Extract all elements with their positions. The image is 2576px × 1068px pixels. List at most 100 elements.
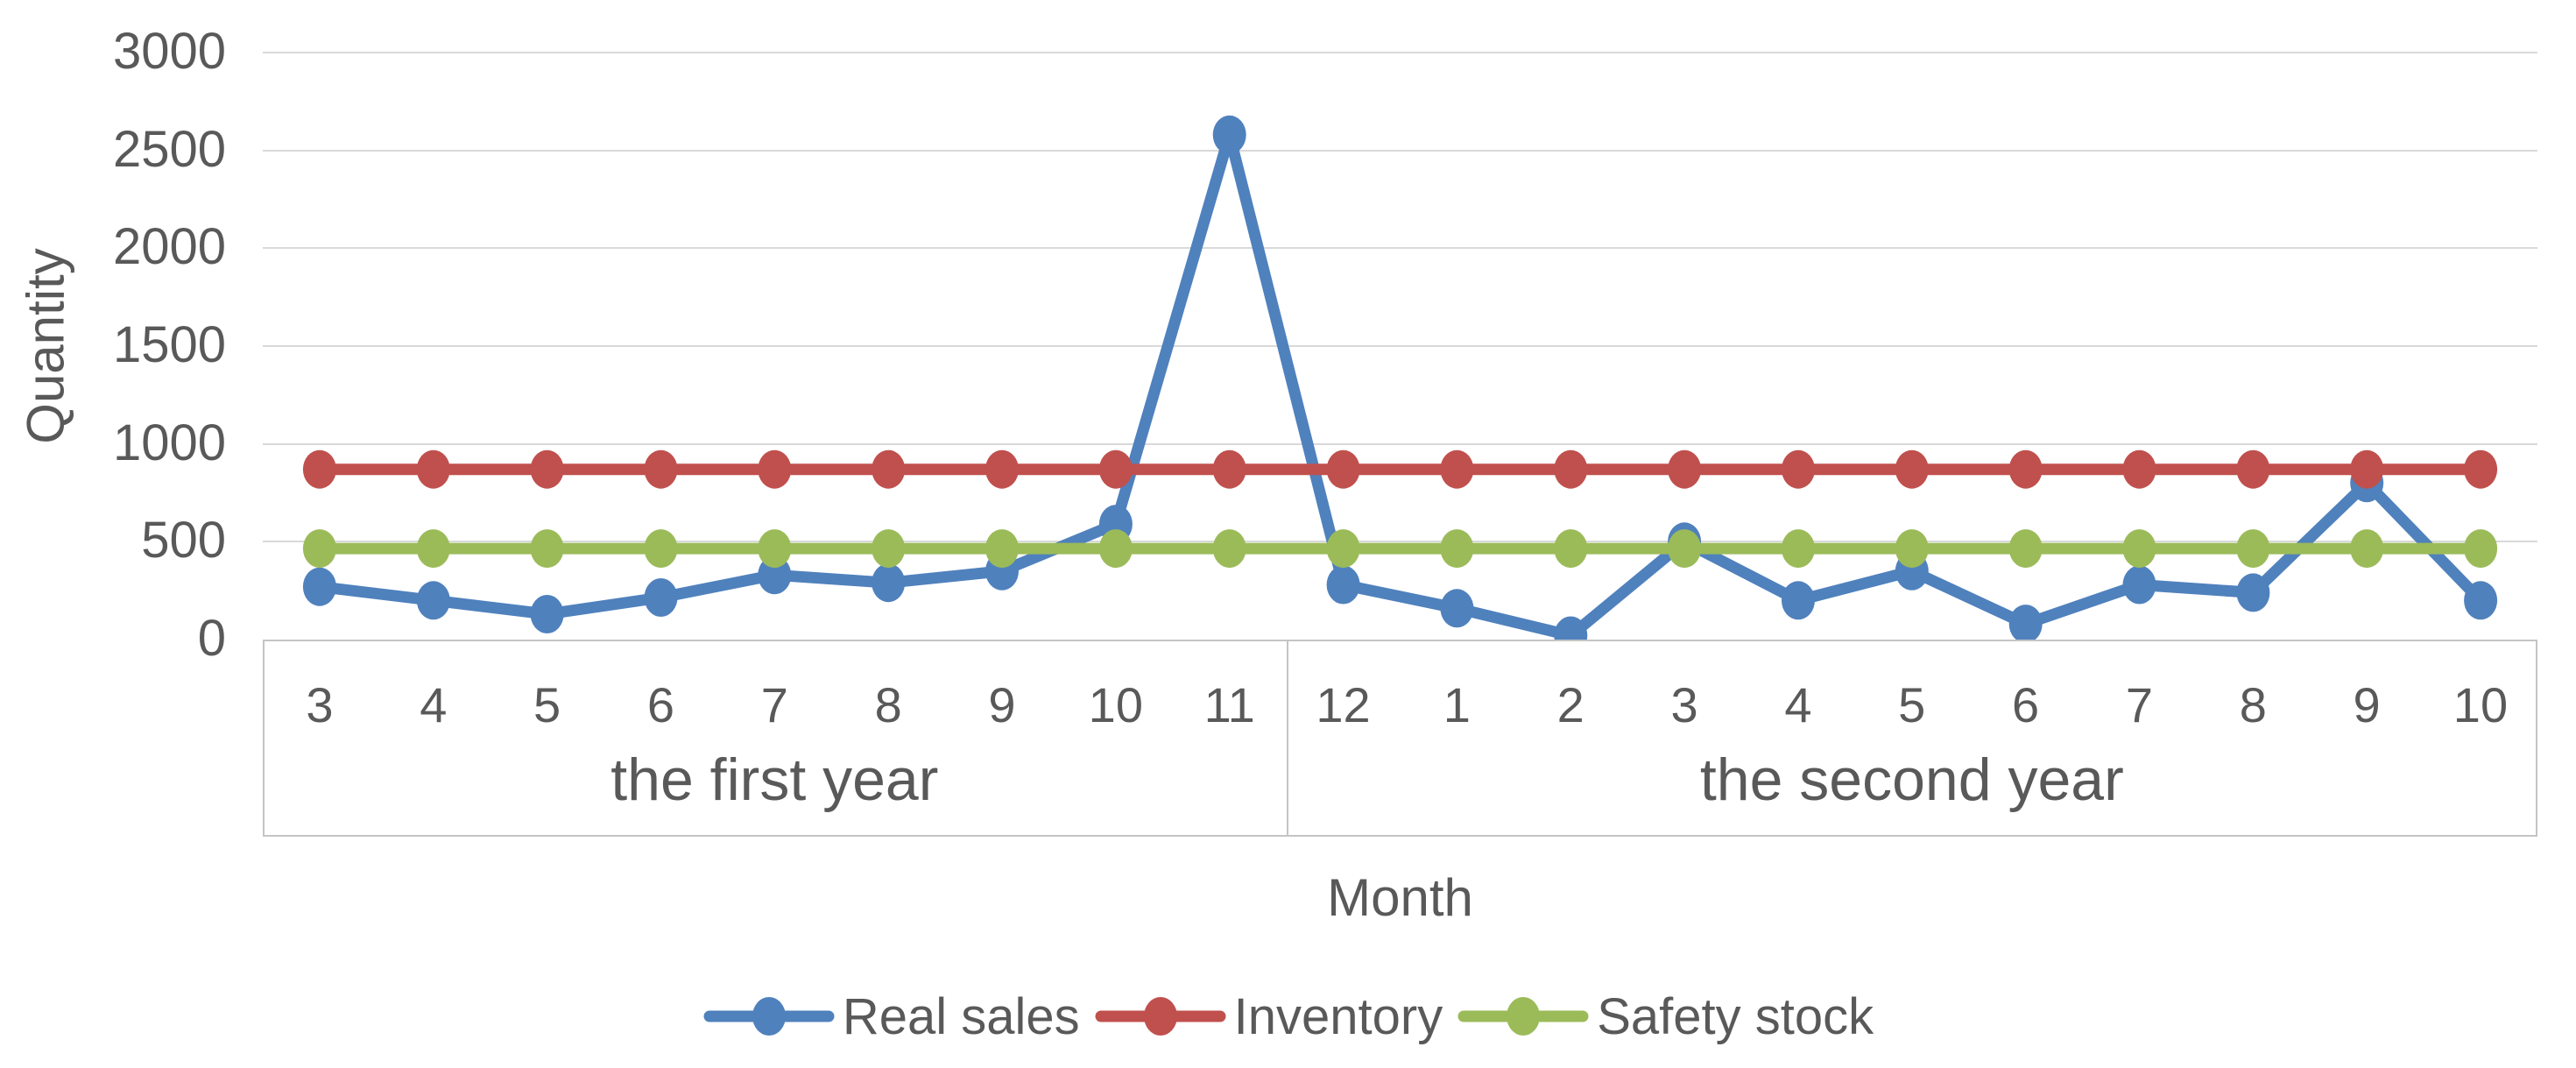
data-point-marker bbox=[644, 578, 678, 617]
x-tick-label: 9 bbox=[988, 676, 1016, 732]
legend-item-inventory: Inventory bbox=[1094, 983, 1443, 1050]
data-point-marker bbox=[1668, 449, 1702, 489]
legend-label: Real sales bbox=[842, 987, 1080, 1045]
data-point-marker bbox=[1895, 529, 1929, 569]
series-line-real-sales bbox=[314, 129, 2487, 641]
x-tick-label: 4 bbox=[420, 676, 448, 732]
x-axis-category-band: 3 4 5 6 7 8 9 10 11 12 1 2 3 4 5 6 7 8 9 10 the first year … bbox=[263, 640, 2537, 837]
x-axis-title: Month bbox=[1327, 868, 1473, 927]
x-tick-label: 3 bbox=[306, 676, 334, 732]
inventory-legend-marker-icon bbox=[1095, 997, 1226, 1036]
data-point-marker bbox=[872, 529, 906, 569]
gridline-2500 bbox=[263, 149, 2537, 152]
data-point-marker bbox=[530, 449, 564, 489]
data-point-marker bbox=[302, 529, 336, 569]
x-tick-label: 7 bbox=[2125, 676, 2153, 732]
data-point-marker bbox=[1440, 449, 1474, 489]
gridline-1500 bbox=[263, 345, 2537, 347]
data-point-marker bbox=[1326, 529, 1360, 569]
data-point-marker bbox=[2464, 529, 2498, 569]
gridline-3000 bbox=[263, 52, 2537, 53]
gridline-1000 bbox=[263, 442, 2537, 445]
safety-stock-legend-marker-icon bbox=[1457, 997, 1589, 1036]
x-tick-label: 4 bbox=[1784, 676, 1812, 732]
data-point-marker bbox=[1782, 529, 1815, 569]
data-point-marker bbox=[2122, 449, 2156, 489]
data-point-marker bbox=[1895, 449, 1929, 489]
x-tick-label: 9 bbox=[2353, 676, 2381, 732]
data-point-marker bbox=[985, 529, 1019, 569]
data-point-marker bbox=[530, 529, 564, 569]
data-point-marker bbox=[758, 449, 792, 489]
data-point-marker bbox=[2464, 449, 2498, 489]
y-tick-label: 500 bbox=[141, 512, 226, 569]
x-tick-label: 5 bbox=[533, 676, 561, 732]
data-point-marker bbox=[416, 581, 450, 620]
y-tick-label: 3000 bbox=[112, 23, 226, 81]
data-point-marker bbox=[2236, 449, 2270, 489]
group-label-second-year: the second year bbox=[1699, 746, 2124, 813]
month-labels-row: 3 4 5 6 7 8 9 10 11 12 1 2 3 4 5 6 7 8 9 10 bbox=[263, 661, 2537, 748]
data-point-marker bbox=[530, 595, 564, 633]
x-tick-label: 8 bbox=[874, 676, 902, 732]
data-point-marker bbox=[416, 449, 450, 489]
data-point-marker bbox=[1212, 529, 1246, 569]
y-tick-label: 1500 bbox=[112, 316, 226, 374]
data-point-marker bbox=[1440, 589, 1474, 628]
data-point-marker bbox=[2236, 529, 2270, 569]
y-tick-label: 2500 bbox=[112, 120, 226, 178]
gridline-500 bbox=[263, 541, 2537, 543]
x-tick-label: 7 bbox=[760, 676, 788, 732]
data-point-marker bbox=[758, 529, 792, 569]
series-inventory bbox=[302, 449, 2498, 489]
data-point-marker bbox=[2464, 581, 2498, 620]
series-safety-stock bbox=[302, 529, 2498, 569]
data-point-marker bbox=[2122, 565, 2156, 605]
x-tick-label: 6 bbox=[2012, 676, 2040, 732]
data-point-marker bbox=[644, 449, 678, 489]
legend-label: Safety stock bbox=[1597, 987, 1874, 1045]
data-point-marker bbox=[1326, 565, 1360, 605]
real-sales-legend-marker-icon bbox=[703, 997, 835, 1036]
data-point-marker bbox=[1212, 449, 1246, 489]
x-tick-label: 3 bbox=[1670, 676, 1698, 732]
data-point-marker bbox=[1668, 529, 1702, 569]
series-real-sales bbox=[302, 115, 2498, 655]
data-point-marker bbox=[758, 555, 792, 595]
data-point-marker bbox=[2236, 573, 2270, 612]
data-point-marker bbox=[1212, 115, 1246, 154]
data-point-marker bbox=[1782, 581, 1815, 620]
data-point-marker bbox=[2350, 449, 2384, 489]
data-point-marker bbox=[985, 449, 1019, 489]
x-tick-label: 1 bbox=[1443, 676, 1471, 732]
data-point-marker bbox=[1098, 529, 1133, 569]
x-tick-label: 6 bbox=[646, 676, 675, 732]
data-point-marker bbox=[1326, 449, 1360, 489]
x-tick-label: 8 bbox=[2239, 676, 2267, 732]
series-plot bbox=[302, 115, 2498, 655]
x-tick-label: 10 bbox=[2452, 676, 2509, 732]
data-point-marker bbox=[1554, 449, 1588, 489]
group-label-first-year: the first year bbox=[610, 746, 939, 813]
legend-label: Inventory bbox=[1233, 987, 1443, 1045]
data-point-marker bbox=[2008, 605, 2043, 644]
data-point-marker bbox=[1440, 529, 1474, 569]
data-point-marker bbox=[302, 449, 336, 489]
x-tick-label: 2 bbox=[1556, 676, 1584, 732]
data-point-marker bbox=[872, 563, 906, 603]
data-point-marker bbox=[2008, 449, 2043, 489]
y-tick-label: 1000 bbox=[112, 414, 226, 471]
plot-area bbox=[263, 52, 2537, 655]
x-tick-label: 12 bbox=[1316, 676, 1371, 732]
y-tick-label: 0 bbox=[197, 610, 226, 668]
data-point-marker bbox=[2122, 529, 2156, 569]
data-point-marker bbox=[416, 529, 450, 569]
data-point-marker bbox=[2350, 529, 2384, 569]
legend-item-safety-stock: Safety stock bbox=[1457, 983, 1874, 1050]
x-tick-label: 11 bbox=[1203, 676, 1255, 732]
data-point-marker bbox=[872, 449, 906, 489]
legend-item-real-sales: Real sales bbox=[702, 983, 1080, 1050]
data-point-marker bbox=[1098, 449, 1133, 489]
data-point-marker bbox=[1554, 529, 1588, 569]
